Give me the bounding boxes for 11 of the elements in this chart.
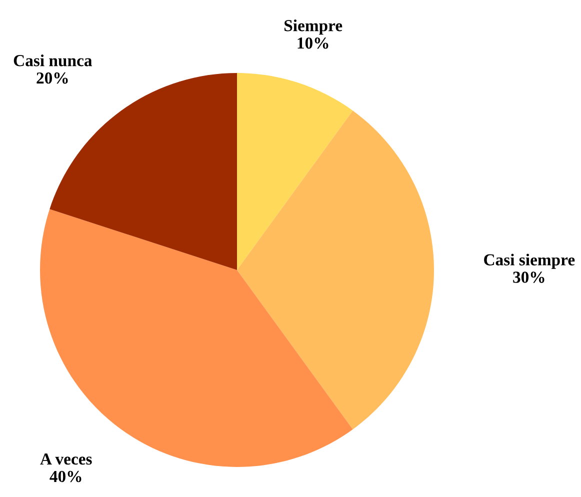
pie-slice	[40, 209, 353, 467]
slice-label: Casi nunca	[14, 54, 92, 66]
data-label: 30%	[513, 272, 544, 283]
data-label: 10%	[298, 37, 328, 49]
pie-slice	[237, 110, 434, 430]
slice-label: Siempre	[284, 20, 342, 35]
pie-slice	[237, 73, 353, 270]
slice-label: A veces	[40, 454, 92, 465]
data-label: 40%	[50, 470, 82, 482]
data-label: 20%	[36, 72, 68, 84]
slice-label: Casi siempre	[484, 254, 575, 269]
